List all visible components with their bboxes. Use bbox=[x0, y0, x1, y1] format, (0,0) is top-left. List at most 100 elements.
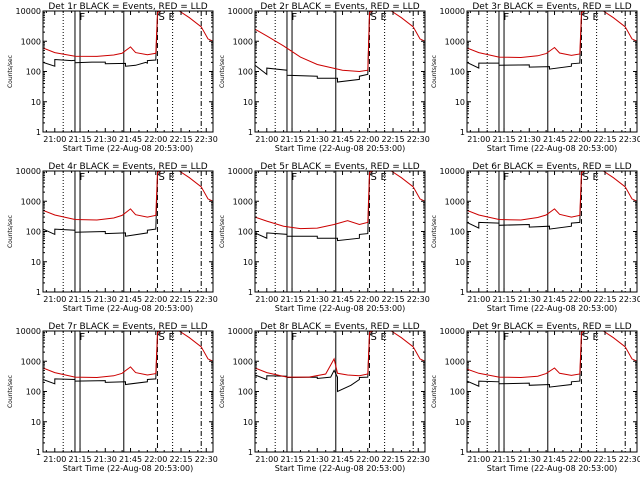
x-tick-label: 22:00 bbox=[144, 455, 167, 464]
y-tick-label: 1000 bbox=[445, 37, 465, 46]
x-tick-label: 21:45 bbox=[331, 135, 354, 144]
plot-frame bbox=[42, 330, 214, 453]
event-marker-label: E bbox=[381, 332, 387, 343]
x-tick-label: 21:30 bbox=[518, 295, 541, 304]
y-axis-label: Counts/sec bbox=[431, 215, 438, 248]
x-tick-label: 22:30 bbox=[407, 135, 430, 144]
x-tick-label: 22:15 bbox=[169, 455, 192, 464]
x-tick-label: 22:30 bbox=[407, 295, 430, 304]
x-tick-label: 21:30 bbox=[518, 455, 541, 464]
x-tick-label: 21:00 bbox=[255, 295, 278, 304]
series-line-lld bbox=[43, 171, 213, 221]
x-tick-label: 22:15 bbox=[381, 455, 404, 464]
y-tick-label: 1000 bbox=[233, 37, 253, 46]
x-tick-label: 22:15 bbox=[169, 135, 192, 144]
y-tick-label: 100 bbox=[26, 388, 41, 397]
x-tick-label: 22:00 bbox=[356, 135, 379, 144]
plot-frame bbox=[42, 10, 214, 133]
series-line-events bbox=[467, 331, 586, 388]
plot-frame bbox=[466, 10, 638, 133]
y-tick-label: 1000 bbox=[445, 357, 465, 366]
x-tick-label: 21:00 bbox=[255, 135, 278, 144]
series-line-lld bbox=[467, 11, 637, 59]
event-marker-label: F bbox=[291, 172, 297, 183]
y-axis-label: Counts/sec bbox=[7, 375, 14, 408]
y-tick-label: 10 bbox=[455, 418, 465, 427]
y-tick-label: 1 bbox=[248, 448, 253, 457]
y-tick-label: 100 bbox=[450, 388, 465, 397]
x-tick-label: 21:00 bbox=[255, 455, 278, 464]
series-line-lld bbox=[255, 11, 425, 73]
event-marker-label: S bbox=[370, 332, 376, 343]
x-axis-label: Start Time (22-Aug-08 20:53:00) bbox=[275, 304, 406, 313]
event-marker-label: S bbox=[158, 332, 164, 343]
x-tick-label: 22:00 bbox=[356, 295, 379, 304]
x-tick-label: 21:45 bbox=[119, 455, 142, 464]
x-tick-label: 21:00 bbox=[43, 455, 66, 464]
event-marker-label: F bbox=[79, 172, 85, 183]
y-axis-label: Counts/sec bbox=[219, 215, 226, 248]
x-tick-label: 22:30 bbox=[195, 135, 218, 144]
event-marker-label: E bbox=[381, 12, 387, 23]
event-marker-label: S bbox=[582, 332, 588, 343]
series-line-lld bbox=[43, 331, 213, 379]
x-tick-label: 21:30 bbox=[306, 455, 329, 464]
plot-frame bbox=[254, 10, 426, 133]
event-marker-label: E bbox=[169, 332, 175, 343]
series-line-events bbox=[255, 11, 374, 83]
x-tick-label: 21:30 bbox=[306, 135, 329, 144]
x-tick-label: 22:15 bbox=[593, 295, 616, 304]
y-tick-label: 1 bbox=[248, 288, 253, 297]
series-line-events bbox=[467, 171, 586, 230]
x-axis-label: Start Time (22-Aug-08 20:53:00) bbox=[487, 304, 618, 313]
x-tick-label: 21:30 bbox=[94, 135, 117, 144]
y-tick-label: 10000 bbox=[228, 167, 253, 176]
x-tick-label: 22:15 bbox=[593, 455, 616, 464]
x-tick-label: 21:30 bbox=[94, 295, 117, 304]
event-marker-label: F bbox=[503, 332, 509, 343]
y-axis-label: Counts/sec bbox=[7, 215, 14, 248]
x-tick-label: 21:45 bbox=[331, 455, 354, 464]
y-tick-label: 10000 bbox=[16, 7, 41, 16]
x-tick-label: 22:15 bbox=[593, 135, 616, 144]
x-tick-label: 22:15 bbox=[381, 295, 404, 304]
y-tick-label: 10 bbox=[243, 418, 253, 427]
y-tick-label: 1000 bbox=[21, 197, 41, 206]
y-tick-label: 1000 bbox=[21, 357, 41, 366]
event-marker-label: F bbox=[79, 332, 85, 343]
x-axis-label: Start Time (22-Aug-08 20:53:00) bbox=[63, 464, 194, 473]
x-tick-label: 21:00 bbox=[43, 295, 66, 304]
y-tick-label: 100 bbox=[238, 388, 253, 397]
y-tick-label: 10000 bbox=[228, 327, 253, 336]
event-marker-label: E bbox=[169, 12, 175, 23]
chart-title: Det 8r BLACK = Events, RED = LLD bbox=[260, 322, 419, 332]
event-marker-label: S bbox=[158, 172, 164, 183]
chart-title: Det 4r BLACK = Events, RED = LLD bbox=[48, 162, 207, 172]
x-tick-label: 21:00 bbox=[467, 135, 490, 144]
x-tick-label: 21:00 bbox=[43, 135, 66, 144]
event-marker-label: S bbox=[582, 12, 588, 23]
chart-title: Det 7r BLACK = Events, RED = LLD bbox=[48, 322, 207, 332]
y-tick-label: 1 bbox=[460, 288, 465, 297]
y-tick-label: 100 bbox=[450, 228, 465, 237]
series-line-events bbox=[43, 331, 162, 386]
y-tick-label: 10 bbox=[455, 98, 465, 107]
event-marker-label: E bbox=[593, 332, 599, 343]
y-tick-label: 1000 bbox=[233, 357, 253, 366]
x-tick-label: 21:45 bbox=[331, 295, 354, 304]
x-tick-label: 22:30 bbox=[195, 295, 218, 304]
x-tick-label: 21:15 bbox=[68, 135, 91, 144]
y-tick-label: 1000 bbox=[445, 197, 465, 206]
event-marker-label: F bbox=[291, 332, 297, 343]
x-tick-label: 21:30 bbox=[94, 455, 117, 464]
x-tick-label: 21:15 bbox=[280, 455, 303, 464]
x-tick-label: 21:15 bbox=[68, 455, 91, 464]
y-axis-label: Counts/sec bbox=[7, 55, 14, 88]
y-tick-label: 1 bbox=[36, 288, 41, 297]
y-tick-label: 10000 bbox=[228, 7, 253, 16]
